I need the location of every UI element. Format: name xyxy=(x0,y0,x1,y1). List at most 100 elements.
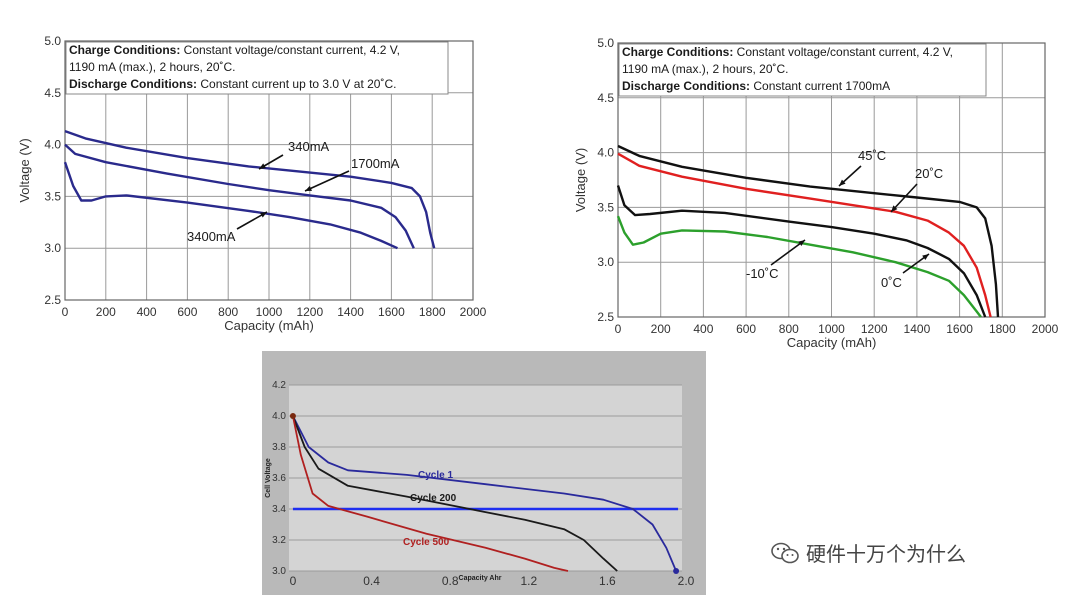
conditions-box xyxy=(618,43,987,97)
annotation-cycle-1: Cycle 1 xyxy=(418,470,453,481)
conditions-line: 1190 mA (max.), 2 hours, 20˚C. xyxy=(622,62,789,76)
conditions-box xyxy=(65,41,449,95)
annotation-arrow-1700mA xyxy=(304,170,350,192)
y-tick-label: 3.8 xyxy=(272,442,286,453)
x-axis-label: Capacity Ahr xyxy=(459,575,502,582)
y-tick-label: 5.0 xyxy=(44,34,61,48)
conditions-text: Constant voltage/constant current, 4.2 V… xyxy=(180,43,400,57)
x-axis-label: Capacity (mAh) xyxy=(224,318,314,333)
end-point-marker-cycle1 xyxy=(673,568,680,574)
annotation-cycle-500: Cycle 500 xyxy=(403,537,450,548)
conditions-line: Charge Conditions: Constant voltage/cons… xyxy=(69,43,400,57)
x-tick-label: 1200 xyxy=(861,322,888,336)
conditions-heading: Charge Conditions: xyxy=(622,45,733,59)
annotation-arrow-3400mA-head xyxy=(260,212,267,218)
annotation-arrow-0C-head xyxy=(922,254,929,261)
conditions-line: Charge Conditions: Constant voltage/cons… xyxy=(622,45,953,59)
annotation-arrow-minus10C-head xyxy=(798,240,805,247)
x-tick-label: 0 xyxy=(615,322,622,336)
x-tick-label: 1200 xyxy=(296,305,323,319)
chart-3-cycle-aging: 3.0 3.2 3.4 3.6 3.8 4.0 4.2 0 0.4 0.8 1.2 1.6 2.0 Cap… xyxy=(262,351,706,595)
chart-2-discharge-temperature: 0 200 400 600 800 1000 1200 1400 1600 1800 2000 2.5… xyxy=(573,36,1059,350)
y-tick-label: 2.5 xyxy=(597,310,614,324)
plot-frame xyxy=(617,42,1046,318)
conditions-line: 1190 mA (max.), 2 hours, 20˚C. xyxy=(69,60,236,74)
y-axis-label: Cell Voltage xyxy=(265,458,272,498)
y-tick-label: 3.0 xyxy=(597,255,614,269)
x-tick-label: 1600 xyxy=(378,305,405,319)
x-tick-label: 2000 xyxy=(1032,322,1059,336)
conditions-text: 1190 mA (max.), 2 hours, 20˚C. xyxy=(622,62,789,76)
y-tick-label: 5.0 xyxy=(597,36,614,50)
y-tick-label: 2.5 xyxy=(44,293,61,307)
annotation-arrow-minus10C xyxy=(770,239,806,266)
y-tick-label: 3.6 xyxy=(272,473,286,484)
x-tick-label: 0 xyxy=(62,305,69,319)
annotation-45C: 45˚C xyxy=(858,148,886,163)
y-tick-label: 4.0 xyxy=(44,138,61,152)
plot-frame xyxy=(64,40,474,301)
annotation-1700mA: 1700mA xyxy=(351,156,400,171)
x-tick-label: 1.6 xyxy=(599,574,616,588)
annotation-arrow-20C-head xyxy=(891,205,898,212)
x-tick-label: 400 xyxy=(137,305,157,319)
x-tick-label: 200 xyxy=(651,322,671,336)
x-tick-label: 0 xyxy=(290,574,297,588)
y-axis-label: Voltage (V) xyxy=(573,148,588,212)
x-tick-label: 200 xyxy=(96,305,116,319)
annotation-3400mA: 3400mA xyxy=(187,229,236,244)
x-tick-label: 600 xyxy=(736,322,756,336)
series-line-0C xyxy=(616,185,987,318)
x-tick-label: 1400 xyxy=(337,305,364,319)
x-tick-label: 400 xyxy=(693,322,713,336)
series-line-Cycle500 xyxy=(292,415,569,572)
watermark: 硬件十万个为什么 xyxy=(770,538,966,567)
conditions-heading: Discharge Conditions: xyxy=(69,77,197,91)
x-tick-label: 600 xyxy=(177,305,197,319)
series-line-3400mA xyxy=(63,161,398,250)
y-tick-label: 4.2 xyxy=(272,380,286,391)
series-line-20C xyxy=(617,152,992,318)
y-tick-label: 3.0 xyxy=(44,241,61,255)
start-point-marker xyxy=(289,413,296,419)
y-tick-label: 4.0 xyxy=(272,411,286,422)
x-tick-label: 1600 xyxy=(946,322,973,336)
series-line-Cycle200 xyxy=(292,415,618,572)
conditions-text: 1190 mA (max.), 2 hours, 20˚C. xyxy=(69,60,236,74)
series-line-1700mA xyxy=(64,143,415,249)
x-tick-label: 2000 xyxy=(460,305,487,319)
y-tick-label: 3.4 xyxy=(272,504,286,515)
chart-1-discharge-rate: 0 200 400 600 800 1000 1200 1400 1600 1800 2000 2.5… xyxy=(17,34,487,333)
x-tick-label: 1400 xyxy=(904,322,931,336)
conditions-line: Discharge Conditions: Constant current u… xyxy=(69,77,396,91)
annotation-cycle-200: Cycle 200 xyxy=(410,493,457,504)
x-tick-label: 1.2 xyxy=(520,574,537,588)
annotation-arrow-340mA-head xyxy=(259,163,266,169)
x-tick-label: 800 xyxy=(779,322,799,336)
conditions-heading: Discharge Conditions: xyxy=(622,79,750,93)
x-tick-label: 800 xyxy=(218,305,238,319)
series-line-10C xyxy=(616,215,982,318)
x-tick-label: 1000 xyxy=(256,305,283,319)
y-tick-label: 4.0 xyxy=(597,146,614,160)
annotation-arrow-45C-head xyxy=(839,179,846,186)
y-tick-label: 4.5 xyxy=(44,86,61,100)
annotation-340mA: 340mA xyxy=(288,139,330,154)
x-tick-label: 0.8 xyxy=(442,574,459,588)
y-tick-label: 4.5 xyxy=(597,91,614,105)
series-line-45C xyxy=(617,144,1000,318)
y-tick-label: 3.5 xyxy=(44,189,61,203)
y-tick-label: 3.0 xyxy=(272,566,286,577)
conditions-text: Constant voltage/constant current, 4.2 V… xyxy=(733,45,953,59)
series-line-340mA xyxy=(64,129,436,249)
y-tick-label: 3.2 xyxy=(272,535,286,546)
watermark-text: 硬件十万个为什么 xyxy=(806,542,966,566)
conditions-heading: Charge Conditions: xyxy=(69,43,180,57)
annotation-minus10C: -10˚C xyxy=(746,266,779,281)
conditions-text: Constant current up to 3.0 V at 20˚C. xyxy=(197,77,396,91)
wechat-icon xyxy=(770,542,800,564)
x-tick-label: 1800 xyxy=(989,322,1016,336)
conditions-line: Discharge Conditions: Constant current 1… xyxy=(622,79,890,93)
annotation-arrow-1700mA-head xyxy=(305,185,312,191)
x-tick-label: 1000 xyxy=(818,322,845,336)
